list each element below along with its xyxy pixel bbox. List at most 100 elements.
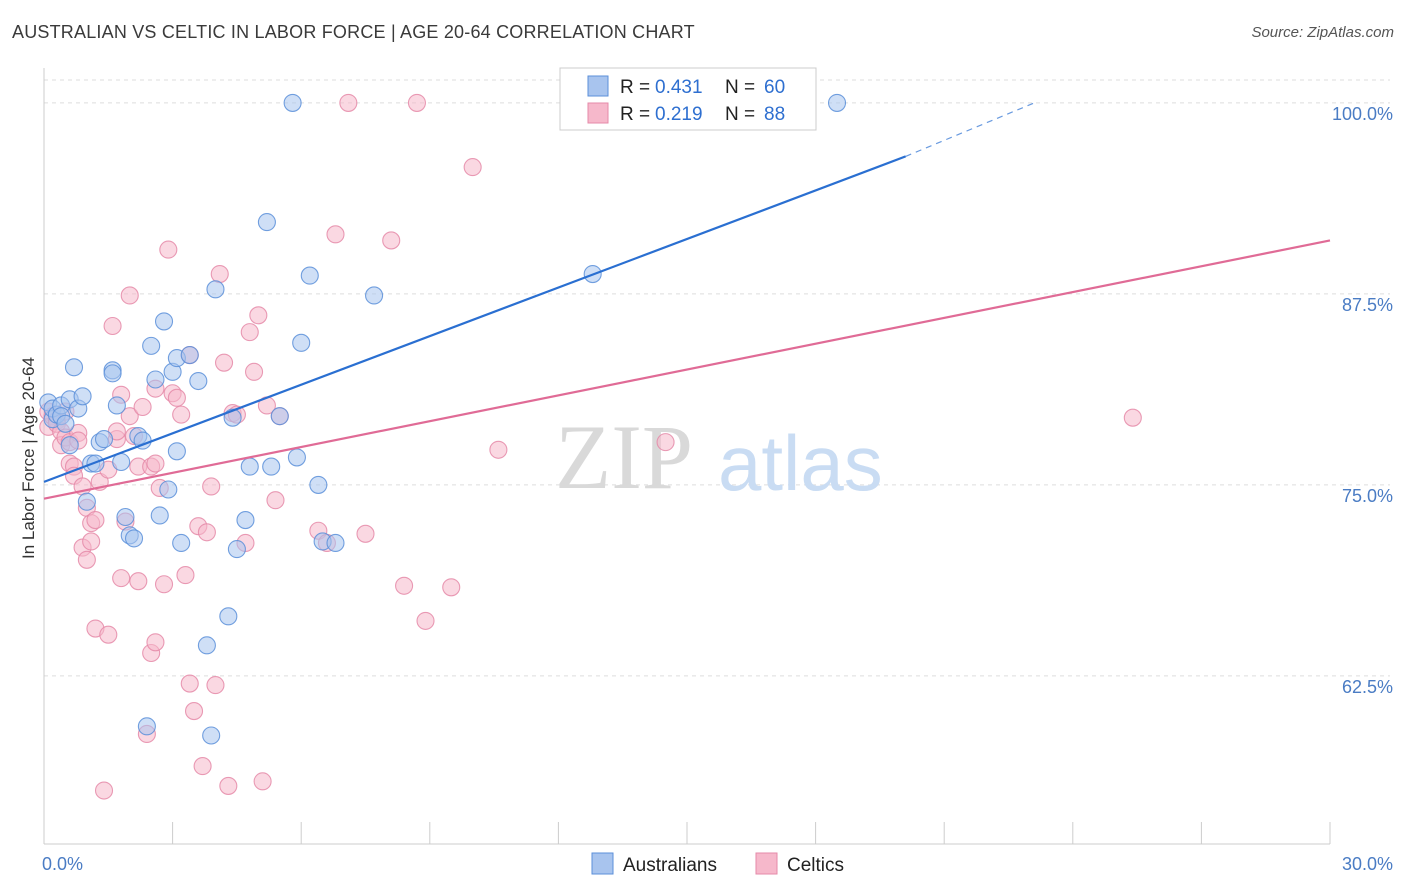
- celtic-point: [206, 676, 225, 695]
- australian-point: [197, 636, 216, 655]
- australian-point: [73, 387, 92, 406]
- grid-layer: [44, 79, 1390, 677]
- australian-point: [227, 540, 246, 559]
- celtic-point: [159, 240, 178, 259]
- australian-point: [270, 407, 289, 426]
- celtic-point: [77, 550, 96, 569]
- celtic-point: [99, 625, 118, 644]
- y-axis-label: In Labor Force | Age 20-64: [19, 357, 38, 559]
- y-tick-label: 100.0%: [1332, 104, 1393, 124]
- bottom-legend-label-australians: Australians: [623, 855, 717, 876]
- australian-point: [142, 336, 161, 355]
- celtic-point: [120, 286, 139, 305]
- trend-layer: [43, 102, 1331, 500]
- legend-swatch-australians: [587, 75, 609, 97]
- celtic-point: [382, 231, 401, 250]
- australian-point: [56, 414, 75, 433]
- australian-point: [283, 93, 302, 112]
- top-legend: R = 0.431 N = 60 R = 0.219 N = 88: [559, 67, 817, 131]
- australian-point: [236, 511, 255, 530]
- celtic-point: [167, 388, 186, 407]
- legend-r-label-celtics: R =: [620, 104, 650, 125]
- bottom-legend-label-celtics: Celtics: [787, 855, 844, 876]
- celtic-point: [463, 158, 482, 177]
- australian-point: [257, 213, 276, 232]
- watermark-zip: ZIP: [555, 406, 693, 508]
- x-tick-label-end: 30.0%: [1342, 854, 1393, 874]
- celtic-point: [656, 433, 675, 452]
- celtic-point: [219, 776, 238, 795]
- australian-point: [154, 312, 174, 331]
- australians-trend-extension: [905, 102, 1035, 157]
- celtic-point: [180, 674, 199, 693]
- legend-n-label-celtics: N =: [725, 104, 755, 125]
- australian-point: [240, 457, 259, 476]
- celtic-point: [120, 407, 139, 426]
- celtic-point: [193, 757, 212, 776]
- celtic-point: [356, 524, 375, 543]
- celtic-point: [395, 576, 414, 595]
- australian-point: [60, 436, 79, 455]
- legend-n-label-australians: N =: [725, 77, 755, 98]
- australian-point: [150, 506, 169, 525]
- celtic-point: [94, 781, 114, 800]
- australian-point: [262, 457, 281, 476]
- australian-point: [172, 533, 191, 553]
- celtic-point: [416, 611, 435, 630]
- australian-point: [189, 371, 208, 391]
- bottom-legend-swatch-australians: [591, 852, 614, 875]
- legend-n-value-celtics: 88: [764, 104, 785, 125]
- legend-swatch-celtics: [587, 102, 609, 124]
- australian-point: [202, 726, 221, 745]
- australian-point: [180, 345, 199, 365]
- australian-point: [94, 430, 114, 449]
- australian-point: [287, 448, 306, 467]
- celtics-trend-line: [43, 239, 1331, 500]
- celtic-point: [210, 265, 229, 284]
- australian-point: [159, 480, 178, 499]
- source-label: Source: ZipAtlas.com: [1251, 24, 1394, 41]
- y-tick-label: 62.5%: [1342, 677, 1393, 697]
- australian-point: [223, 408, 242, 427]
- australian-point: [107, 396, 126, 415]
- australian-point: [64, 358, 84, 377]
- y-tick-label: 75.0%: [1342, 486, 1393, 506]
- australian-point: [219, 607, 238, 626]
- celtic-point: [249, 306, 268, 325]
- celtic-point: [244, 362, 264, 381]
- celtic-point: [253, 772, 272, 791]
- australian-point: [77, 492, 96, 511]
- celtic-point: [407, 93, 426, 112]
- x-tick-label-start: 0.0%: [42, 854, 83, 874]
- australian-point: [137, 717, 156, 736]
- celtic-point: [339, 93, 358, 112]
- celtic-point: [172, 405, 191, 424]
- australian-point: [309, 475, 328, 494]
- celtic-point: [103, 316, 122, 336]
- legend-r-value-australians: 0.431: [655, 77, 703, 98]
- chart-title: AUSTRALIAN VS CELTIC IN LABOR FORCE | AG…: [12, 22, 695, 42]
- celtic-point: [202, 477, 221, 496]
- australian-point: [326, 533, 345, 553]
- celtic-point: [176, 566, 195, 585]
- legend-r-value-celtics: 0.219: [655, 104, 703, 125]
- australian-point: [124, 529, 144, 548]
- celtic-point: [214, 353, 234, 372]
- australians-trend-line: [43, 155, 907, 483]
- bottom-legend-swatch-celtics: [755, 852, 778, 875]
- watermark-atlas: atlas: [718, 419, 883, 507]
- celtic-point: [266, 491, 285, 510]
- celtic-point: [146, 633, 165, 652]
- australian-point: [103, 364, 122, 383]
- celtic-point: [240, 323, 259, 342]
- celtic-point: [197, 523, 216, 542]
- bottom-legend: Australians Celtics: [591, 852, 844, 876]
- australian-point: [206, 280, 225, 299]
- celtic-point: [129, 572, 148, 591]
- australian-point: [365, 286, 384, 305]
- celtic-point: [442, 578, 461, 597]
- celtic-point: [184, 702, 204, 721]
- y-tick-label: 87.5%: [1342, 295, 1393, 315]
- celtic-point: [133, 397, 152, 417]
